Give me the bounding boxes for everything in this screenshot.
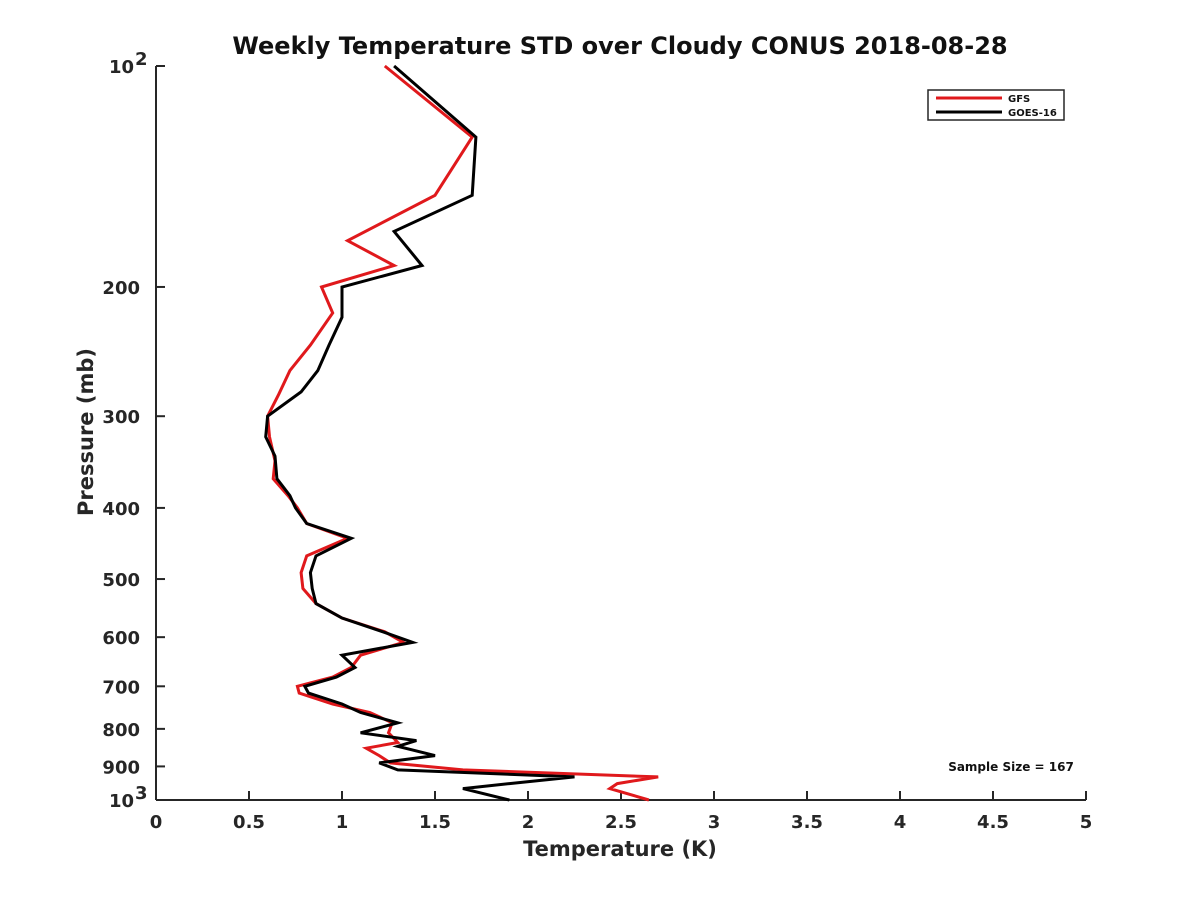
sample-size-annotation: Sample Size = 167 bbox=[948, 760, 1074, 774]
x-tick-label: 1.5 bbox=[419, 812, 451, 833]
x-tick-label: 2 bbox=[522, 812, 535, 833]
y-tick-exponent: 3 bbox=[135, 783, 148, 804]
legend-label-goes-16: GOES-16 bbox=[1008, 108, 1057, 119]
y-tick-label: 700 bbox=[102, 677, 140, 698]
legend: GFS GOES-16 bbox=[927, 89, 1065, 121]
y-tick-label: 400 bbox=[102, 499, 140, 520]
y-tick-label: 10 bbox=[109, 791, 134, 812]
x-tick-label: 2.5 bbox=[605, 812, 637, 833]
x-tick-label: 3 bbox=[708, 812, 721, 833]
x-tick-label: 4.5 bbox=[977, 812, 1009, 833]
legend-label-gfs: GFS bbox=[1008, 94, 1030, 105]
x-tick-label: 3.5 bbox=[791, 812, 823, 833]
x-tick-label: 1 bbox=[336, 812, 349, 833]
y-tick-exponent: 2 bbox=[135, 49, 148, 70]
y-tick-label: 800 bbox=[102, 720, 140, 741]
chart-title: Weekly Temperature STD over Cloudy CONUS… bbox=[232, 32, 1007, 60]
y-tick-label: 500 bbox=[102, 570, 140, 591]
y-tick-label: 200 bbox=[102, 278, 140, 299]
y-tick-label: 10 bbox=[109, 57, 134, 78]
x-tick-label: 0 bbox=[150, 812, 163, 833]
x-tick-label: 0.5 bbox=[233, 812, 265, 833]
x-axis-label: Temperature (K) bbox=[523, 837, 717, 861]
plot-area: 0 0.5 1 1.5 2 2.5 3 3.5 4 4.5 510 22003004005006007… bbox=[102, 49, 1092, 833]
legend-box bbox=[927, 89, 1065, 121]
x-tick-label: 5 bbox=[1080, 812, 1093, 833]
y-axis-label: Pressure (mb) bbox=[74, 348, 98, 516]
series-line-goes-16 bbox=[264, 64, 575, 802]
y-tick-label: 900 bbox=[102, 757, 140, 778]
x-tick-label: 4 bbox=[894, 812, 907, 833]
y-tick-label: 300 bbox=[102, 407, 140, 428]
y-tick-label: 600 bbox=[102, 628, 140, 649]
